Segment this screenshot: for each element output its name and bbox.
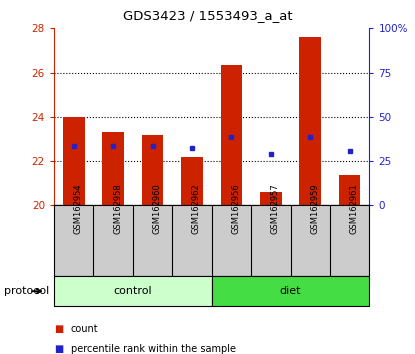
Text: control: control — [113, 286, 152, 296]
Bar — [142, 135, 164, 205]
Bar — [299, 37, 321, 205]
Text: GSM162958: GSM162958 — [113, 183, 122, 234]
Text: GSM162961: GSM162961 — [350, 183, 359, 234]
Bar — [212, 276, 369, 306]
Text: GSM162960: GSM162960 — [153, 183, 161, 234]
Text: GSM162954: GSM162954 — [74, 183, 83, 234]
Bar — [54, 276, 212, 306]
Bar — [181, 157, 203, 205]
Text: GDS3423 / 1553493_a_at: GDS3423 / 1553493_a_at — [123, 9, 292, 22]
Text: ■: ■ — [54, 344, 63, 354]
Bar — [102, 132, 124, 205]
Text: GSM162962: GSM162962 — [192, 183, 201, 234]
Text: diet: diet — [280, 286, 301, 296]
Text: count: count — [71, 324, 98, 334]
Bar — [260, 192, 282, 205]
Text: percentile rank within the sample: percentile rank within the sample — [71, 344, 236, 354]
Bar — [339, 176, 361, 205]
Text: GSM162957: GSM162957 — [271, 183, 280, 234]
Text: GSM162959: GSM162959 — [310, 183, 319, 234]
Bar — [63, 117, 85, 205]
Text: ■: ■ — [54, 324, 63, 334]
Text: GSM162956: GSM162956 — [232, 183, 240, 234]
Bar — [220, 65, 242, 205]
Text: protocol: protocol — [4, 286, 49, 296]
